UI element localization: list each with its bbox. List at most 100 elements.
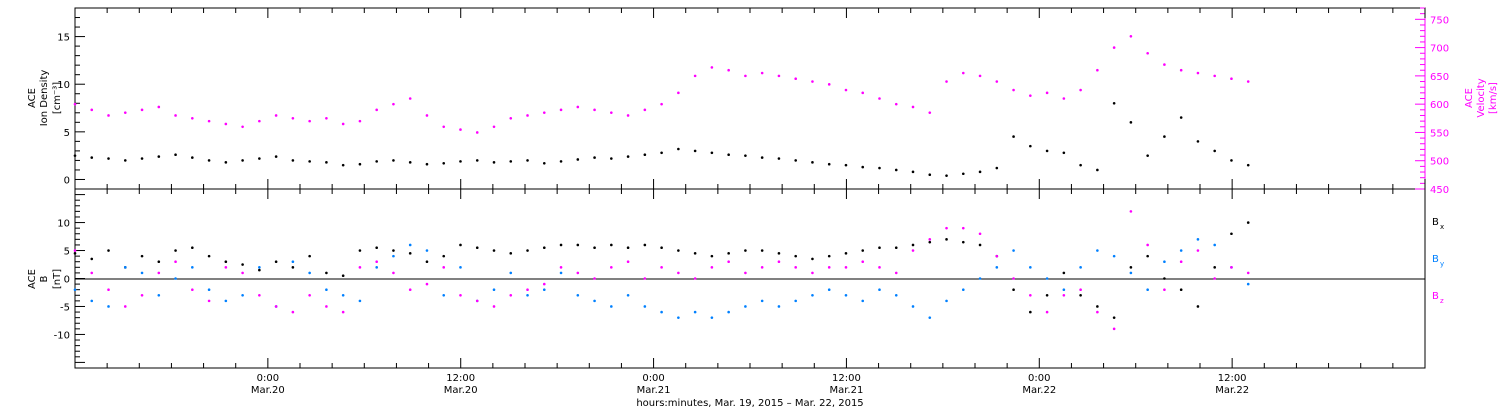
- bottom-bx-point: [593, 246, 596, 250]
- top-velocity-point: [358, 119, 362, 123]
- top-density-point: [811, 161, 814, 164]
- top-density-point: [660, 151, 663, 155]
- top-velocity-point: [794, 77, 797, 81]
- bottom-by-point: [526, 293, 529, 297]
- bottom-bz-point: [241, 271, 244, 275]
- top-velocity-point: [1045, 91, 1049, 95]
- bottom-by-point: [73, 288, 77, 291]
- bottom-bz-point: [1012, 277, 1015, 280]
- bottom-by-point: [90, 299, 94, 303]
- bottom-panel-series: [73, 210, 1250, 331]
- top-velocity-point: [224, 122, 228, 126]
- bottom-bz-point: [777, 260, 781, 264]
- bottom-bz-point: [794, 266, 797, 269]
- x-tick-label-time: 0:00: [257, 373, 279, 384]
- top-density-point: [526, 159, 529, 162]
- bottom-bz-point: [626, 260, 630, 264]
- bottom-by-point: [325, 288, 328, 291]
- bottom-ylabel-line2: B: [39, 275, 50, 282]
- bottom-bx-point: [1230, 232, 1233, 236]
- bottom-bx-point: [911, 243, 915, 247]
- legend-by: B y: [1432, 254, 1444, 268]
- bottom-bz-point: [559, 266, 563, 269]
- bottom-bz-point: [73, 249, 77, 252]
- bottom-bz-point: [911, 249, 915, 252]
- bottom-by-point: [308, 271, 311, 275]
- bottom-bx-point: [408, 252, 412, 255]
- bottom-bz-point: [174, 260, 177, 264]
- bottom-by-point: [1129, 271, 1133, 275]
- bottom-bz-point: [509, 293, 513, 297]
- top-velocity-point: [375, 108, 378, 112]
- top-density-point: [1246, 163, 1250, 167]
- top-density-point: [677, 147, 680, 151]
- top-density-point: [1196, 140, 1200, 143]
- x-tick-label-date: Mar.22: [1022, 385, 1056, 396]
- bottom-bx-point: [1179, 288, 1183, 291]
- top-velocity-point: [894, 102, 898, 106]
- bottom-bz-point: [995, 254, 999, 258]
- bottom-bz-point: [1230, 266, 1233, 269]
- top-density-point: [1230, 159, 1233, 162]
- bottom-bx-point: [811, 257, 814, 261]
- bottom-bx-point: [710, 254, 714, 258]
- top-density-point: [542, 161, 546, 165]
- bottom-bz-point: [157, 271, 161, 275]
- top-velocity-point: [123, 111, 127, 114]
- bottom-bz-point: [358, 266, 362, 269]
- top-density-point: [73, 154, 77, 157]
- bottom-bz-point: [1079, 288, 1082, 291]
- top-density-point: [626, 155, 630, 158]
- bottom-by-point: [1096, 249, 1099, 252]
- top-density-point: [760, 156, 764, 159]
- top-density-point: [224, 161, 228, 164]
- bottom-bz-point: [475, 299, 479, 303]
- top-velocity-point: [760, 71, 764, 75]
- bottom-by-point: [710, 316, 714, 319]
- bottom-by-point: [827, 288, 831, 291]
- bottom-bx-point: [325, 271, 328, 275]
- bottom-by-point: [593, 299, 596, 303]
- bottom-bz-point: [392, 271, 395, 275]
- top-density-point: [1129, 121, 1133, 124]
- bottom-bx-point: [844, 252, 848, 255]
- top-density-point: [375, 160, 378, 163]
- bottom-bx-point: [73, 252, 77, 255]
- bottom-bz-point: [425, 282, 429, 286]
- top-velocity-point: [408, 97, 412, 100]
- legend-by-sub: y: [1440, 260, 1444, 268]
- bottom-by-point: [794, 299, 797, 303]
- bottom-bx-point: [1129, 266, 1133, 269]
- top-velocity-point: [442, 125, 446, 129]
- top-velocity-point: [475, 131, 479, 134]
- top-velocity-point: [157, 105, 161, 109]
- bottom-bz-point: [274, 305, 278, 308]
- bottom-left-tick-label: -10: [54, 330, 70, 341]
- bottom-bz-point: [660, 266, 663, 269]
- bottom-bx-point: [526, 249, 529, 252]
- bottom-by-point: [1045, 277, 1049, 280]
- top-density-point: [576, 158, 580, 161]
- top-velocity-point: [576, 105, 580, 109]
- top-density-point: [492, 161, 496, 164]
- top-velocity-point: [1062, 97, 1066, 100]
- top-density-point: [995, 166, 999, 170]
- bottom-by-point: [978, 277, 982, 280]
- bottom-bx-point: [475, 246, 479, 250]
- top-density-point: [191, 156, 194, 159]
- top-density-point: [559, 160, 563, 163]
- top-right-tick-label: 450: [1430, 185, 1449, 196]
- top-right-ylabel-line3: [km/s]: [1488, 82, 1499, 114]
- bottom-by-point: [677, 316, 680, 319]
- bottom-bx-point: [258, 268, 261, 272]
- bottom-series-bx: [73, 221, 1250, 319]
- bottom-bx-point: [794, 254, 797, 258]
- bottom-bz-point: [442, 266, 446, 269]
- top-velocity-point: [1012, 88, 1015, 92]
- top-velocity-point: [1213, 74, 1216, 78]
- bottom-by-point: [961, 288, 965, 291]
- bottom-bx-point: [1062, 271, 1066, 275]
- bottom-by-point: [107, 305, 110, 308]
- bottom-bz-point: [827, 266, 831, 269]
- top-density-point: [978, 170, 982, 174]
